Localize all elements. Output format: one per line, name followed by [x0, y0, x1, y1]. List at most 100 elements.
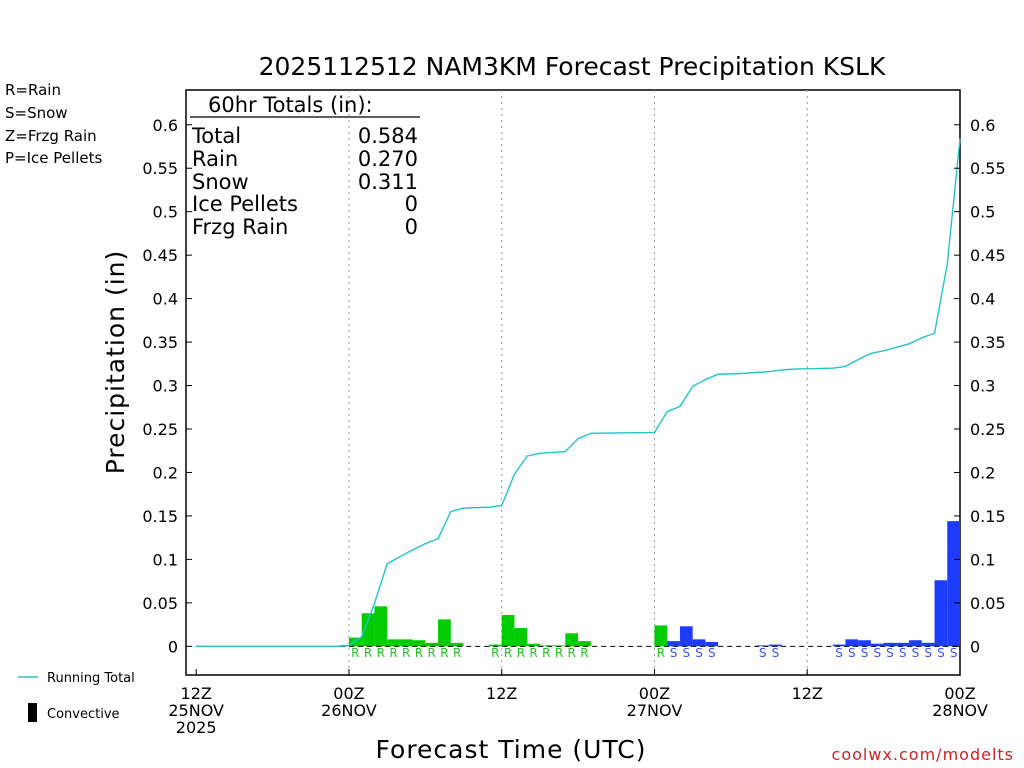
type-letter: S [772, 646, 780, 660]
x-tick-label: 00Z [333, 684, 364, 703]
x-tick-label: 12Z [181, 684, 212, 703]
type-letter: R [440, 646, 448, 660]
type-letter: R [364, 646, 372, 660]
totals-label-snow: Snow [192, 170, 249, 194]
type-letter: S [950, 646, 958, 660]
type-letter: S [937, 646, 945, 660]
y-tick-label: 0.05 [142, 594, 178, 613]
type-letter: S [759, 646, 767, 660]
precip-bar [450, 642, 464, 647]
precip-bar [387, 639, 400, 647]
y-tick-label: 0.2 [153, 463, 178, 482]
y-tick-label: 0.2 [970, 463, 995, 482]
precip-bar [692, 639, 706, 647]
precip-bar [845, 639, 859, 647]
y-tick-label: 0.4 [153, 290, 178, 309]
running-total-legend-label: Running Total [47, 671, 135, 686]
y-tick-label: 0.15 [142, 507, 178, 526]
y-tick-label: 0 [970, 637, 980, 656]
precip-bar [539, 645, 553, 647]
type-letter: S [861, 646, 869, 660]
totals-label-total: Total [191, 124, 241, 148]
type-letter: S [873, 646, 881, 660]
type-letter: S [682, 646, 690, 660]
y-tick-label: 0.35 [970, 333, 1006, 352]
series-legend: Running Total Convective [18, 671, 135, 722]
y-axis-label: Precipitation (in) [101, 250, 130, 475]
x-tick-label: 25NOV [168, 701, 224, 720]
precip-bar [374, 606, 388, 647]
precip-bar [565, 633, 579, 647]
precip-bar [654, 625, 668, 647]
type-letter: R [377, 646, 385, 660]
y-tick-label: 0.55 [970, 159, 1006, 178]
type-letter: R [542, 646, 550, 660]
x-tick-label: 2025 [176, 718, 217, 737]
precip-bar [679, 626, 693, 647]
legend-snow: S=Snow [5, 104, 68, 122]
legend-rain: R=Rain [5, 81, 61, 99]
type-letter: R [555, 646, 563, 660]
type-letter: S [708, 646, 716, 660]
totals-value-rain: 0.270 [358, 147, 418, 171]
x-tick-label: 26NOV [321, 701, 377, 720]
precip-bar [438, 619, 451, 647]
precip-bar [858, 640, 871, 647]
type-letter: S [670, 646, 678, 660]
totals-label-ice-pellets: Ice Pellets [192, 192, 298, 216]
x-tick-label: 28NOV [932, 701, 988, 720]
type-letter: S [886, 646, 894, 660]
y-tick-label: 0.5 [153, 203, 178, 222]
source-credit: coolwx.com/modelts [832, 745, 1014, 764]
type-letter: R [415, 646, 423, 660]
type-letter: R [568, 646, 576, 660]
x-axis-label: Forecast Time (UTC) [376, 735, 647, 764]
y-tick-label: 0.35 [142, 333, 178, 352]
type-letter: R [580, 646, 588, 660]
precip-bars [336, 521, 960, 647]
totals-value-snow: 0.311 [358, 170, 418, 194]
precip-bar [756, 645, 770, 647]
x-tick-label: 12Z [792, 684, 823, 703]
type-letter: R [389, 646, 397, 660]
vertical-gridlines [348, 90, 808, 675]
x-tick-label: 12Z [486, 684, 517, 703]
y-tick-label: 0.25 [970, 420, 1006, 439]
type-letter: R [517, 646, 525, 660]
precip-bar [578, 641, 591, 647]
y-axis-left: 0 0.05 0.1 0.15 0.2 0.25 0.3 0.35 0.4 0.45 0.5 0.55… [142, 116, 192, 656]
precip-bar [934, 580, 948, 647]
x-tick-label: 27NOV [627, 701, 683, 720]
precip-bar [896, 642, 910, 647]
precip-bar [705, 641, 719, 647]
precip-bar [769, 644, 782, 647]
precip-bar [501, 615, 515, 647]
precip-bar [412, 640, 426, 647]
chart-title: 2025112512 NAM3KM Forecast Precipitation… [259, 52, 886, 81]
y-tick-label: 0.05 [970, 594, 1006, 613]
y-tick-label: 0.3 [153, 377, 178, 396]
precip-bar [514, 628, 528, 647]
precip-bar [921, 642, 935, 647]
totals-value-total: 0.584 [358, 124, 418, 148]
precip-bar [425, 642, 439, 647]
type-letter: R [504, 646, 512, 660]
running-total-line [196, 138, 961, 648]
type-letter: R [529, 646, 537, 660]
precip-bar [909, 640, 922, 647]
type-letter: S [924, 646, 932, 660]
y-axis-right: 0 0.05 0.1 0.15 0.2 0.25 0.3 0.35 0.4 0.45 0.5 0.55… [954, 116, 1006, 656]
precip-bar [361, 613, 375, 647]
plot-frame [185, 89, 961, 676]
type-letter: R [402, 646, 410, 660]
y-tick-label: 0.4 [970, 290, 995, 309]
totals-box: 60hr Totals (in): Total 0.584 Rain 0.270… [190, 93, 420, 239]
type-letter: R [351, 646, 359, 660]
convective-legend-label: Convective [47, 707, 120, 722]
legend-freezing-rain: Z=Frzg Rain [5, 127, 97, 145]
y-tick-label: 0.15 [970, 507, 1006, 526]
type-letter: S [899, 646, 907, 660]
y-tick-label: 0.3 [970, 377, 995, 396]
